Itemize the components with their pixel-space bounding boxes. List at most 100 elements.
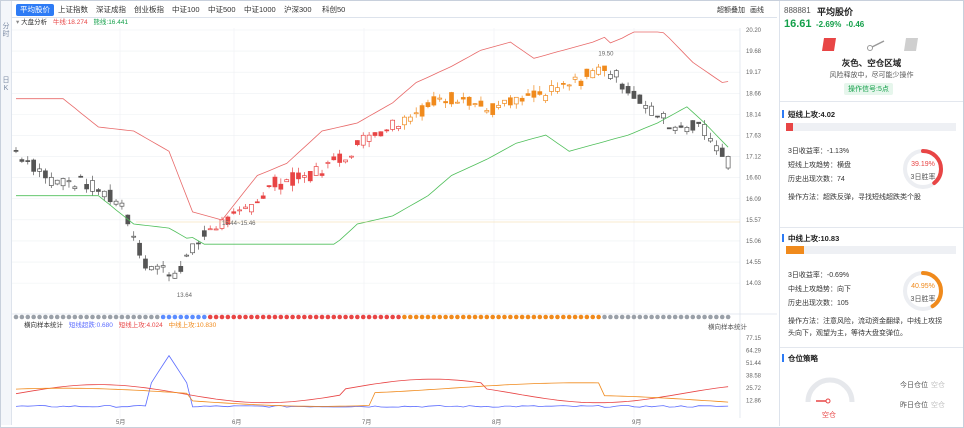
candle-body [466,96,472,106]
signal-dot [466,314,472,320]
candle-body [437,97,443,100]
yesterday-position-value: 空仓 [931,402,945,409]
month-label: 6月 [232,419,241,426]
candle-body [43,170,48,179]
candle-body [725,156,731,169]
signal-dot [302,314,307,320]
signal-dot [613,314,619,320]
chart-area[interactable]: 20.20 19.68 19.17 18.66 18.14 17.63 17.12 16.60… [12,18,777,426]
draw-line-button[interactable]: 画线 [750,7,764,14]
signal-dot [725,314,731,320]
candle-body [54,179,60,185]
mid-count: 历史出现次数：105 [788,300,849,307]
signal-dot [154,314,160,320]
tab-star50[interactable]: 科创50 [322,5,346,14]
signal-dot [90,314,95,320]
candle-body [496,104,501,108]
signal-dot [484,314,490,320]
signal-dot [119,314,125,320]
rail-intraday-tab[interactable]: 分时 [2,23,10,38]
legend-bear-line: 熊线:16.441 [93,19,129,26]
mid-method-1: 操作方法：注意风险，流动资金翻绿，中线上攻拐 [788,318,942,325]
signal-dot [207,314,213,320]
kline-chart[interactable]: 20.20 19.68 19.17 18.66 18.14 17.63 17.12 16.60… [12,18,777,426]
candle-body [172,272,178,279]
candle-body [131,235,137,238]
month-label: 8月 [492,419,501,426]
signal-dot [390,314,395,320]
candle-body [460,97,466,100]
signal-dot [178,314,184,320]
short-up-section: 短线上攻:4.02 3日收益率：-1.13% 短线上攻趋势：横盘 历史出现次数：… [780,101,963,230]
short-count: 历史出现次数：74 [788,176,845,183]
signal-dot [525,314,531,320]
signal-dot [490,314,496,320]
legend-toggle-icon[interactable]: ▾ [16,19,20,26]
signal-dot [49,314,54,320]
candle-body [613,70,619,78]
signal-dot [702,314,707,320]
candle-body [343,159,348,163]
signal-dot [649,314,654,320]
month-label: 5月 [116,419,125,426]
candle-body [596,66,601,75]
candle-body [160,265,166,268]
tab-avg-price[interactable]: 平均股价 [16,4,54,16]
candle-body [643,105,649,109]
price-axis-label: 17.12 [746,155,762,161]
candle-body [354,140,360,146]
signal-dot [249,314,254,320]
overlay-button[interactable]: 超额叠加 [717,7,745,14]
price-axis-label: 18.14 [746,112,762,118]
signal-dot [584,314,590,320]
candle-body [572,76,578,80]
tab-hs300[interactable]: 沪深300 [284,5,312,14]
tab-csi500[interactable]: 中证500 [208,5,236,14]
candle-body [249,204,254,213]
today-position-value: 空仓 [931,382,945,389]
signal-dot [349,314,354,320]
indicator-axis-label: 12.86 [746,399,762,405]
signal-dot [596,314,601,320]
signal-dot [561,314,566,320]
position-gauge-label: 空仓 [822,412,836,419]
price-axis-label: 15.57 [746,218,762,224]
mid-up-bar [786,246,956,254]
legend-bull-line: 牛线:18.274 [52,19,88,26]
candle-body [48,176,54,186]
signal-dot [43,314,48,320]
candle-body [608,74,613,79]
candle-body [555,87,560,92]
short-up-line [15,378,729,404]
candle-body [449,92,454,105]
signal-dot [690,314,696,320]
tab-sh-index[interactable]: 上证指数 [58,5,88,14]
signal-button[interactable]: 操作信号:5点 [844,83,893,95]
tab-csi100[interactable]: 中证100 [172,5,200,14]
tab-csi1000[interactable]: 中证1000 [244,5,276,14]
legend-name: 大盘分析 [21,19,48,26]
candle-body [119,202,125,207]
month-label: 9月 [632,419,641,426]
candle-body [649,105,654,116]
candle-body [349,155,354,158]
short-method: 操作方法：超跌反弹，寻找短线超跌类个股 [788,194,921,201]
candle-body [284,179,290,183]
signal-dot [231,314,237,320]
candle-body [366,134,372,142]
candle-body [196,242,201,245]
tab-gem-index[interactable]: 创业板指 [134,5,164,14]
tab-sz-index[interactable]: 深证成指 [96,5,126,14]
candle-body [107,189,113,203]
signal-dot [531,314,537,320]
signal-dot [419,314,425,320]
candle-body [19,159,25,162]
signal-dot [266,314,272,320]
short-up-title: 短线上攻:4.02 [781,110,836,119]
signal-dot [254,314,260,320]
candle-body [537,91,543,95]
signal-dot [13,314,19,320]
candle-body [672,126,678,131]
candle-body [508,97,513,106]
